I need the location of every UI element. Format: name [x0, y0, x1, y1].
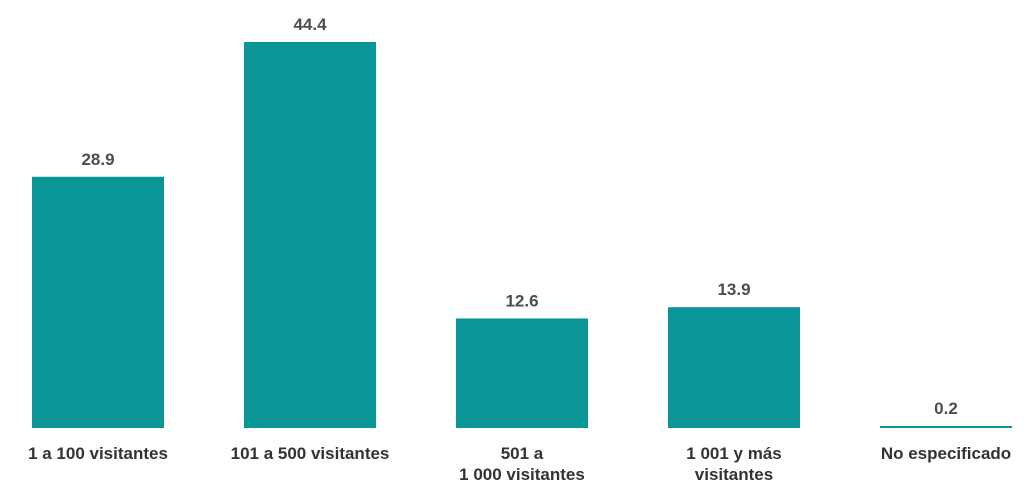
value-labels-layer: 28.9 44.4 12.6 13.9 0.2	[81, 15, 957, 418]
bar-value-label: 44.4	[293, 15, 327, 34]
bars-layer	[32, 42, 1012, 428]
bar-value-label: 12.6	[505, 291, 538, 310]
bar-2	[244, 42, 376, 428]
bar-value-label: 13.9	[717, 280, 750, 299]
bar-1	[32, 176, 164, 428]
category-label: 101 a 500 visitantes	[231, 444, 390, 463]
category-label: 501 a	[501, 444, 544, 463]
category-label: visitantes	[695, 465, 773, 484]
bar-value-label: 28.9	[81, 150, 114, 169]
category-label: No especificado	[881, 444, 1011, 463]
category-labels-layer: 1 a 100 visitantes 101 a 500 visitantes 50…	[28, 444, 1011, 484]
bar-4	[668, 307, 800, 428]
bar-value-label: 0.2	[934, 399, 958, 418]
category-label: 1 001 y más	[686, 444, 781, 463]
category-label: 1 000 visitantes	[459, 465, 585, 484]
bar-5	[880, 426, 1012, 428]
category-label: 1 a 100 visitantes	[28, 444, 168, 463]
bar-3	[456, 318, 588, 428]
